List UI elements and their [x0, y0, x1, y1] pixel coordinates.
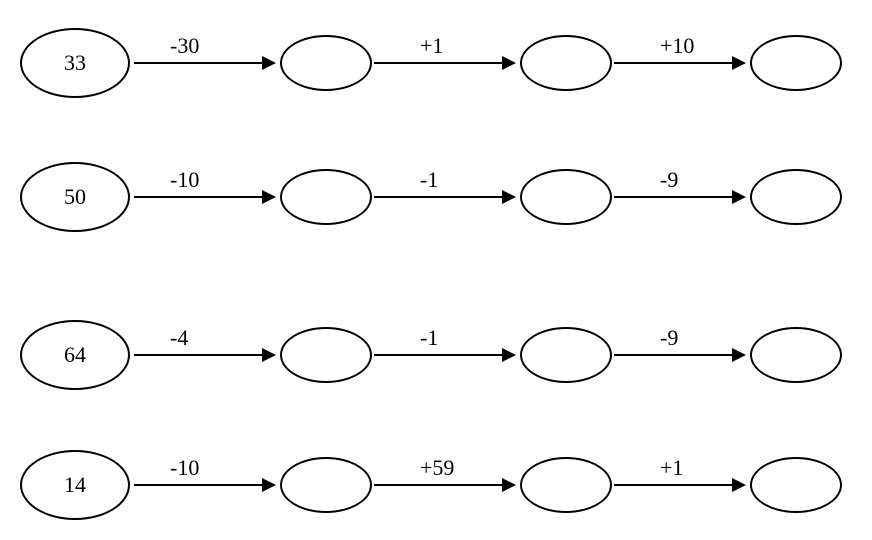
chain-node-start-label: 50 [64, 184, 86, 210]
chain-node [750, 35, 842, 91]
chain-arrow-label: -9 [660, 325, 678, 351]
chain-node [520, 327, 612, 383]
chain-arrow [614, 484, 744, 486]
chain-arrow-label: +59 [420, 455, 454, 481]
chain-arrow-label: -30 [170, 33, 199, 59]
chain-node [750, 327, 842, 383]
chain-arrow [374, 354, 514, 356]
chain-arrow [134, 62, 274, 64]
chain-node-start: 64 [20, 320, 130, 390]
chain-node [520, 457, 612, 513]
chain-arrow-label: -1 [420, 167, 438, 193]
chain-arrow-label: +1 [420, 33, 443, 59]
chain-node-start-label: 14 [64, 472, 86, 498]
chain-node-start-label: 64 [64, 342, 86, 368]
chain-arrow-label: -10 [170, 167, 199, 193]
chain-arrow [374, 484, 514, 486]
chain-node-start: 50 [20, 162, 130, 232]
chain-arrow [134, 196, 274, 198]
chain-arrow-label: -9 [660, 167, 678, 193]
chain-arrow [614, 354, 744, 356]
chain-arrow-label: -1 [420, 325, 438, 351]
chain-node-start: 33 [20, 28, 130, 98]
chain-arrow [374, 196, 514, 198]
chain-node [750, 169, 842, 225]
chain-node [750, 457, 842, 513]
chain-arrow [134, 354, 274, 356]
chain-node [280, 35, 372, 91]
chain-arrow [374, 62, 514, 64]
chain-node [280, 169, 372, 225]
chain-arrow-label: +10 [660, 33, 694, 59]
chain-arrow [614, 62, 744, 64]
chain-node [280, 457, 372, 513]
chain-arrow-label: +1 [660, 455, 683, 481]
chain-node [520, 169, 612, 225]
chain-arrow-label: -10 [170, 455, 199, 481]
chain-node-start: 14 [20, 450, 130, 520]
chain-arrow [134, 484, 274, 486]
chain-arrow [614, 196, 744, 198]
chain-node-start-label: 33 [64, 50, 86, 76]
chain-node [520, 35, 612, 91]
chain-node [280, 327, 372, 383]
chain-arrow-label: -4 [170, 325, 188, 351]
